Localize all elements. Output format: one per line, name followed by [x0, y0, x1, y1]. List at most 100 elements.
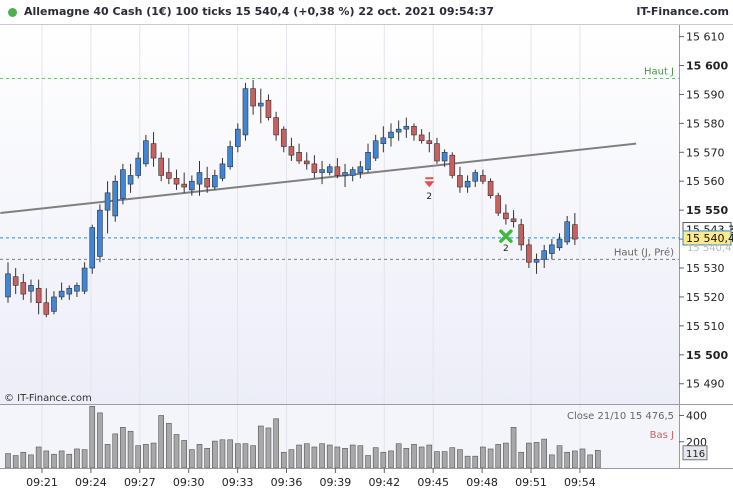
- volume-bar: [257, 425, 264, 468]
- volume-bar: [120, 427, 126, 468]
- x-tick-label: 09:27: [124, 476, 156, 489]
- y-tick-label: 15 520: [686, 291, 725, 304]
- x-tick-label: 09:39: [320, 476, 352, 489]
- candle-body: [342, 172, 348, 176]
- candle-body: [472, 172, 479, 182]
- candle-body: [533, 259, 540, 263]
- candle-body: [104, 192, 111, 211]
- candle-body: [411, 125, 417, 136]
- volume-bar: [189, 449, 195, 468]
- candle-body: [457, 175, 463, 188]
- volume-bar: [595, 449, 601, 468]
- candle-body: [127, 175, 134, 185]
- volume-bar: [158, 415, 164, 468]
- candle-body: [418, 134, 425, 142]
- candle-body: [58, 290, 65, 298]
- candle-body: [572, 224, 578, 240]
- price-tag-ghost: 15 540,4: [687, 243, 732, 254]
- candle-body: [242, 88, 249, 136]
- volume-bar: [572, 450, 578, 468]
- volume-bar: [319, 443, 325, 468]
- candle-body: [204, 178, 210, 188]
- volume-bar: [349, 444, 356, 468]
- volume-bar: [334, 446, 341, 468]
- volume-bar: [143, 444, 149, 468]
- candle-body: [89, 227, 96, 269]
- volume-bar: [380, 451, 387, 468]
- y-tick-label: 15 560: [686, 175, 725, 188]
- volume-bar: [51, 453, 57, 468]
- candle-body: [166, 172, 172, 179]
- price-tag-box: [682, 230, 732, 246]
- volume-bar: [457, 449, 463, 468]
- y-tick-label: 15 600: [686, 60, 728, 73]
- x-tick-label: 09:48: [466, 476, 498, 489]
- x-tick-label: 09:54: [564, 476, 596, 489]
- volume-bar: [464, 455, 471, 468]
- volume-bar: [35, 446, 42, 468]
- candle-body: [20, 282, 27, 295]
- volume-bar: [250, 445, 256, 468]
- volume-bar: [212, 440, 218, 468]
- x-tick-label: 09:42: [368, 476, 400, 489]
- volume-bar: [196, 444, 203, 468]
- volume-bar: [372, 447, 379, 468]
- volume-bar: [526, 442, 532, 468]
- volume-bar: [357, 445, 364, 468]
- volume-bar: [242, 443, 249, 468]
- volume-bar: [219, 439, 226, 468]
- candle-body: [365, 151, 371, 170]
- candle-body: [196, 172, 203, 185]
- watermark: © IT-Finance.com: [4, 393, 92, 404]
- candle-body: [487, 180, 494, 196]
- level-label: Haut (J, Pré): [614, 246, 674, 258]
- y-tick-label: 15 570: [686, 146, 725, 159]
- candle-body: [227, 146, 233, 168]
- volume-bar: [5, 453, 11, 468]
- candle-body: [495, 195, 502, 214]
- volume-bar: [74, 448, 80, 468]
- volume-bar: [480, 446, 486, 468]
- volume-bar: [579, 448, 586, 468]
- volume-bar: [280, 451, 287, 468]
- chart-title: Allemagne 40 Cash (1€) 100 ticks 15 540,…: [24, 5, 494, 18]
- candle-body: [43, 302, 50, 315]
- level-label: Haut J: [644, 67, 674, 78]
- candle-body: [549, 244, 555, 254]
- candle-body: [334, 166, 341, 176]
- volume-bar: [112, 433, 119, 468]
- candle-body: [235, 128, 241, 147]
- candle-body: [426, 140, 433, 144]
- volume-bar: [395, 443, 402, 468]
- candle-body: [395, 128, 402, 133]
- x-tick-label: 09:45: [417, 476, 449, 489]
- volume-bar: [204, 448, 210, 468]
- volume-bar: [288, 449, 295, 468]
- candle-body: [311, 163, 318, 173]
- candle-body: [434, 143, 440, 162]
- candle-body: [219, 163, 226, 179]
- candle-body: [28, 285, 34, 292]
- volume-bar: [58, 450, 65, 468]
- volume-bar: [449, 447, 456, 468]
- volume-tag-box: [682, 445, 708, 461]
- candle-body: [326, 166, 333, 173]
- volume-bar: [342, 448, 348, 468]
- volume-bar: [326, 444, 333, 468]
- candle-body: [81, 267, 88, 292]
- candle-body: [173, 178, 180, 185]
- candle-body: [503, 212, 509, 220]
- volume-bar: [181, 440, 187, 468]
- volume-bar: [564, 451, 570, 468]
- vol-tick-label: 400: [686, 410, 707, 423]
- y-tick-label: 15 610: [686, 31, 725, 44]
- volume-bar: [81, 449, 88, 468]
- x-tick-label: 09:24: [75, 476, 107, 489]
- candle-body: [526, 244, 532, 263]
- candle-body: [66, 287, 73, 295]
- candle-body: [510, 218, 517, 223]
- volume-bar: [273, 418, 279, 468]
- x-tick-label: 09:21: [26, 476, 58, 489]
